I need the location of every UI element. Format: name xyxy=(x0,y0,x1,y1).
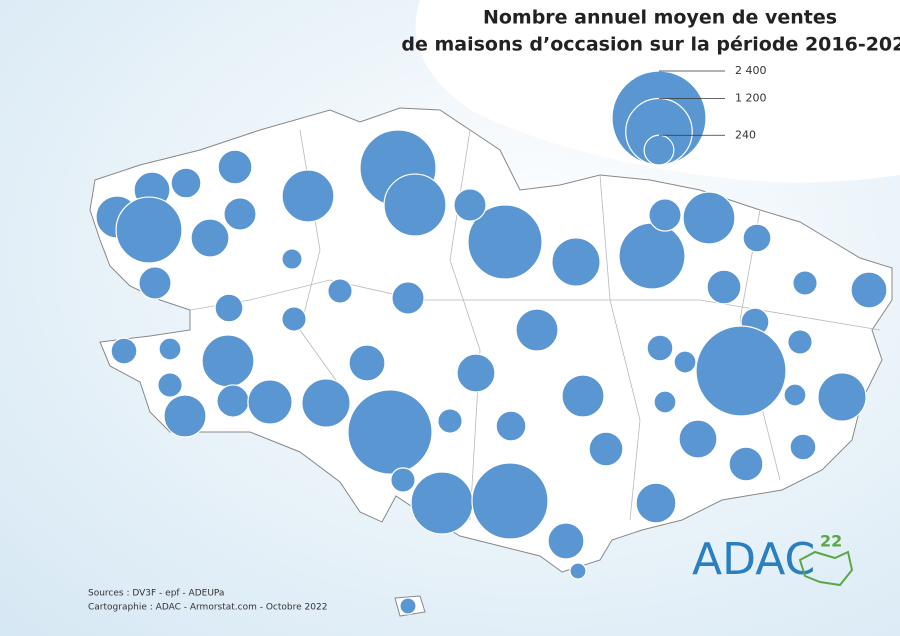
symbol xyxy=(170,167,202,199)
logo-shape xyxy=(798,550,854,587)
title: de maisons d’occasion sur la période 201… xyxy=(401,34,900,56)
symbol xyxy=(190,218,230,258)
symbol xyxy=(706,269,742,305)
symbol xyxy=(695,325,787,417)
symbol xyxy=(551,237,601,287)
symbol xyxy=(115,196,183,264)
legend-label: 240 xyxy=(735,128,756,141)
symbol xyxy=(437,408,463,434)
title: Nombre annuel moyen de ventes xyxy=(483,7,837,29)
symbol xyxy=(158,337,182,361)
symbol xyxy=(673,350,697,374)
legend-label: 1 200 xyxy=(735,92,767,105)
symbol xyxy=(789,433,817,461)
symbol xyxy=(495,410,527,442)
credits: Cartographie : ADAC - Armorstat.com - Oc… xyxy=(88,603,327,613)
symbols xyxy=(95,129,888,615)
symbol xyxy=(646,334,674,362)
legend-label: 2 400 xyxy=(735,64,767,77)
symbol xyxy=(201,334,255,388)
boundaries xyxy=(189,129,881,521)
symbol xyxy=(682,191,736,245)
symbol xyxy=(547,522,585,560)
symbol xyxy=(223,197,257,231)
symbol xyxy=(347,389,433,475)
symbol xyxy=(783,383,807,407)
symbol xyxy=(678,419,718,459)
symbol xyxy=(635,482,677,524)
symbol xyxy=(214,293,244,323)
symbol xyxy=(410,471,474,535)
symbol xyxy=(138,266,172,300)
symbol xyxy=(383,173,447,237)
symbol xyxy=(561,374,605,418)
symbol xyxy=(216,384,250,418)
logo-text: ADAC xyxy=(692,534,815,585)
symbol xyxy=(391,281,425,315)
symbol xyxy=(792,270,818,296)
symbol xyxy=(281,248,303,270)
sources: Sources : DV3F - epf - ADEUPa xyxy=(88,589,224,599)
symbol xyxy=(301,378,351,428)
symbol xyxy=(110,337,138,365)
symbol xyxy=(399,597,417,615)
symbol xyxy=(390,467,416,493)
symbol xyxy=(850,271,888,309)
symbol xyxy=(653,390,677,414)
symbol xyxy=(817,372,867,422)
symbol xyxy=(588,431,624,467)
symbol xyxy=(327,278,353,304)
symbol xyxy=(515,308,559,352)
symbol xyxy=(728,446,764,482)
symbol xyxy=(157,372,183,398)
symbol xyxy=(247,379,293,425)
symbol xyxy=(281,169,335,223)
symbol xyxy=(453,188,487,222)
symbol xyxy=(281,306,307,332)
symbol xyxy=(467,204,543,280)
legend: 2 400 1 200 240 xyxy=(611,64,767,166)
symbol xyxy=(348,344,386,382)
symbol xyxy=(742,223,772,253)
logo-number: 22 xyxy=(820,532,842,551)
symbol xyxy=(217,149,253,185)
symbol xyxy=(163,394,207,438)
legend-circle xyxy=(643,134,675,166)
symbol xyxy=(787,329,813,355)
symbol xyxy=(569,562,587,580)
symbol xyxy=(471,462,549,540)
symbol xyxy=(618,222,686,290)
symbol xyxy=(456,353,496,393)
symbol xyxy=(648,198,682,232)
